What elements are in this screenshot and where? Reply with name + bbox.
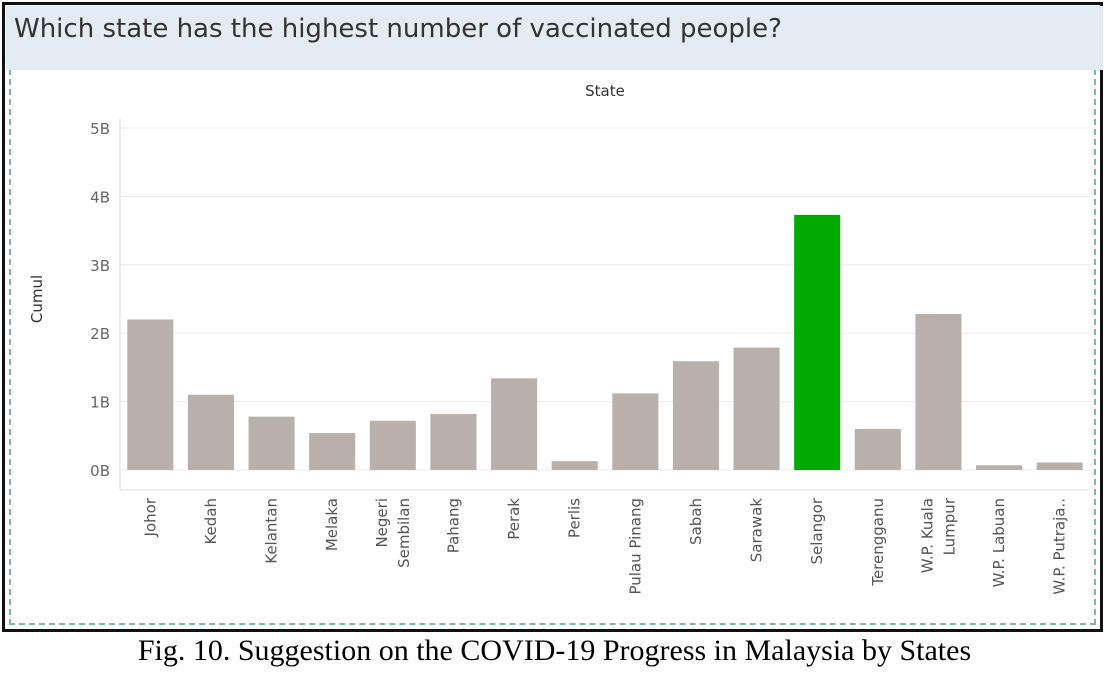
bar-melaka xyxy=(309,433,356,470)
bars xyxy=(127,214,1083,470)
x-tick-label: Kelantan xyxy=(263,498,281,564)
x-tick-label: W.P. Putraja.. xyxy=(1051,498,1069,595)
x-tick-label: Terengganu xyxy=(869,498,887,587)
bar-selangor xyxy=(794,214,841,470)
bar-negeri-sembilan xyxy=(369,420,416,470)
x-tick-label: Sarawak xyxy=(748,498,766,563)
y-tick-label: 3B xyxy=(90,257,110,275)
y-axis-title: Cumul xyxy=(28,275,46,323)
x-tick-label: Pulau Pinang xyxy=(626,498,644,595)
bar-w-p-kuala-lumpur xyxy=(915,314,962,470)
bar-sarawak xyxy=(733,347,780,470)
bar-kelantan xyxy=(248,416,295,470)
x-tick-label: Sabah xyxy=(687,498,705,545)
title-bar xyxy=(6,6,1103,70)
y-tick-label: 4B xyxy=(90,188,110,206)
x-tick-label: Melaka xyxy=(323,498,341,551)
bar-johor xyxy=(127,319,174,470)
bar-pahang xyxy=(430,413,477,470)
y-tick-label: 1B xyxy=(90,394,110,412)
x-axis-title: State xyxy=(585,82,625,100)
x-tick-label: Negeri Sembilan xyxy=(373,498,413,568)
category-labels: Johor Kedah Kelantan Melaka Negeri Sembilan Pa… xyxy=(141,497,1068,594)
y-tick-label: 2B xyxy=(90,325,110,343)
bar-perlis xyxy=(551,461,598,470)
x-tick-label: W.P. Labuan xyxy=(990,498,1008,587)
dashboard-title: Which state has the highest number of va… xyxy=(14,14,782,44)
x-tick-label: W.P. Kuala Lumpur xyxy=(918,497,958,573)
bar-chart: State Cumul 0B 1B 2B 3B 4B 5B Johor Kedah Kelanta… xyxy=(28,82,1090,595)
bar-pulau-pinang xyxy=(612,393,659,470)
y-tick-label: 0B xyxy=(90,462,110,480)
bar-w-p-putraja xyxy=(1036,462,1083,470)
figure-caption: Fig. 10. Suggestion on the COVID-19 Prog… xyxy=(137,634,972,667)
bar-w-p-labuan xyxy=(976,465,1023,470)
x-tick-label: Johor xyxy=(141,497,159,537)
bar-terengganu xyxy=(854,428,901,470)
x-tick-label: Kedah xyxy=(202,498,220,545)
x-tick-label: Pahang xyxy=(444,498,462,553)
axes: State Cumul 0B 1B 2B 3B 4B 5B xyxy=(28,82,1090,491)
y-tick-label: 5B xyxy=(90,120,110,138)
x-tick-label: Perak xyxy=(505,498,523,540)
bar-kedah xyxy=(187,394,234,470)
bar-perak xyxy=(491,378,538,470)
bar-sabah xyxy=(672,361,719,470)
x-tick-label: Selangor xyxy=(808,497,826,564)
x-tick-label: Perlis xyxy=(566,498,584,538)
